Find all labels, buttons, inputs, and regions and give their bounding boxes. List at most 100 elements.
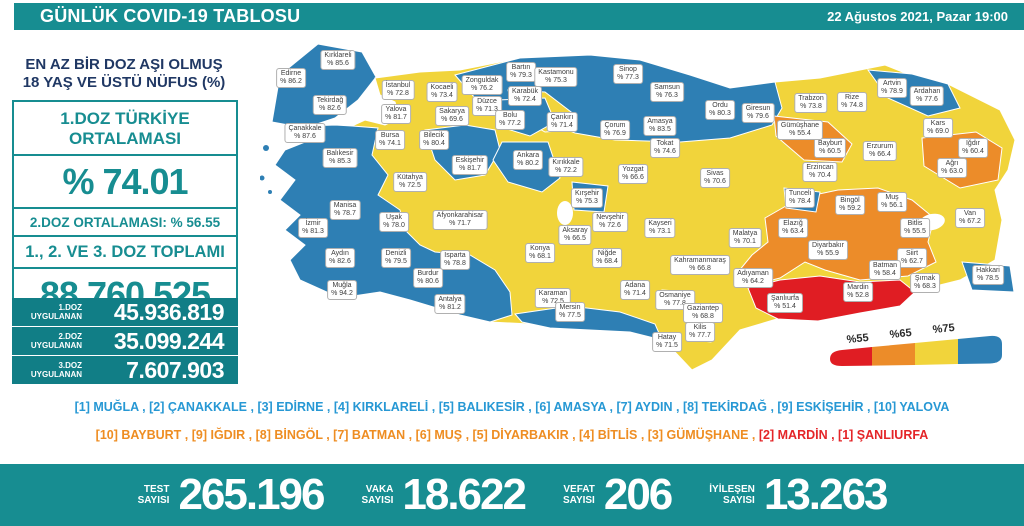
vaccination-stats-box: 1.DOZ TÜRKİYE ORTALAMASI % 74.01 2.DOZ O… <box>12 100 238 322</box>
map-island <box>263 145 269 151</box>
province-label: Erzincan% 70.4 <box>802 161 838 182</box>
legend-segment-blue <box>958 335 1002 364</box>
dose1-title-line1: 1.DOZ TÜRKİYE <box>60 109 190 128</box>
ranking-segment: [1] MUĞLA , [2] ÇANAKKALE , [3] EDİRNE ,… <box>74 400 950 414</box>
province-label: Kırşehir% 75.3 <box>570 188 604 208</box>
stat-label: TEST SAYISI <box>137 484 170 506</box>
province-label: Hatay% 71.5 <box>652 332 682 352</box>
legend-label-65: %65 <box>889 327 912 341</box>
province-label: Antalya% 81.2 <box>434 294 466 314</box>
province-label: Denizli% 79.5 <box>381 248 411 268</box>
province-label: Sakarya% 69.6 <box>435 106 469 126</box>
province-label: Bursa% 74.1 <box>375 130 405 150</box>
panel-title-line1: EN AZ BİR DOZ AŞI OLMUŞ <box>25 56 223 73</box>
stat-group: İYİLEŞEN SAYISI 13.263 <box>709 470 889 520</box>
header-bar: GÜNLÜK COVID-19 TABLOSU 22 Ağustos 2021,… <box>14 3 1024 30</box>
applied-dose-row: 3.DOZ UYGULANAN 7.607.903 <box>12 356 238 384</box>
province-label: Mersin% 77.5 <box>555 302 585 322</box>
province-label: Manisa% 78.7 <box>329 200 361 220</box>
legend-label-55: %55 <box>846 332 869 346</box>
province-label: Bilecik% 80.4 <box>419 130 449 150</box>
province-label: Kırklareli% 85.6 <box>320 50 356 70</box>
province-label: Ordu% 80.3 <box>705 99 735 120</box>
province-label: Adıyaman% 64.2 <box>733 267 773 288</box>
map-island <box>268 190 272 194</box>
ranking-segment: [10] BAYBURT , [9] IĞDIR , [8] BİNGÖL , … <box>95 428 759 442</box>
daily-stats-bar: TEST SAYISI 265.196 VAKA SAYISI 18.622 VEFAT SA… <box>0 464 1024 526</box>
applied-dose-label: 1.DOZ UYGULANAN <box>30 303 82 321</box>
province-label: Ağrı% 63.0 <box>937 158 967 178</box>
province-label: Bingöl% 59.2 <box>835 195 865 215</box>
bottom-provinces-list: [10] BAYBURT , [9] IĞDIR , [8] BİNGÖL , … <box>0 428 1024 442</box>
date-label: 22 Ağustos 2021, Pazar 19:00 <box>827 9 1008 24</box>
province-label: Düzce% 71.3 <box>472 96 502 116</box>
stat-value: 13.263 <box>763 470 889 519</box>
province-label: Trabzon% 73.8 <box>794 93 828 113</box>
stat-value: 265.196 <box>178 470 325 519</box>
province-label: Bolu% 77.2 <box>495 110 525 130</box>
province-label: Aksaray% 66.5 <box>558 225 592 245</box>
province-label: Iğdır% 60.4 <box>958 138 988 158</box>
top-provinces-list: [1] MUĞLA , [2] ÇANAKKALE , [3] EDİRNE ,… <box>0 400 1024 414</box>
province-label: Şanlıurfa% 51.4 <box>766 293 804 313</box>
province-label: Samsun% 76.3 <box>650 81 684 102</box>
total-doses-title: 1., 2. VE 3. DOZ TOPLAMI <box>14 237 236 269</box>
province-label: Isparta% 78.8 <box>440 250 470 270</box>
stat-value: 206 <box>603 470 673 519</box>
stat-group: TEST SAYISI 265.196 <box>137 470 326 520</box>
province-label: Kahramanmaraş% 66.8 <box>670 255 730 275</box>
province-labels-layer: Kırklareli% 85.6 Edirne% 86.2 Tekirdağ% 82… <box>260 30 1024 390</box>
stat-label: İYİLEŞEN SAYISI <box>709 484 755 506</box>
province-label: Van% 67.2 <box>955 208 985 228</box>
applied-dose-label: 3.DOZ UYGULANAN <box>30 361 82 379</box>
province-label: Tunceli% 78.4 <box>784 188 816 208</box>
province-label: Sinop% 77.3 <box>613 64 643 84</box>
dose1-average-value: % 74.01 <box>14 156 236 209</box>
legend-segment-orange <box>872 343 915 366</box>
applied-dose-row: 2.DOZ UYGULANAN 35.099.244 <box>12 327 238 356</box>
province-label: Niğde% 68.4 <box>592 248 622 268</box>
province-label: Adana% 71.4 <box>620 280 650 300</box>
province-label: İzmir% 81.3 <box>298 218 328 238</box>
province-label: Kastamonu% 75.3 <box>534 67 578 87</box>
province-label: Diyarbakır% 55.9 <box>808 240 848 260</box>
applied-dose-row: 1.DOZ UYGULANAN 45.936.819 <box>12 298 238 327</box>
applied-doses-block: 1.DOZ UYGULANAN 45.936.819 2.DOZ UYGULANAN 35… <box>12 298 238 384</box>
province-label: Elazığ% 63.4 <box>778 218 808 238</box>
page-title: GÜNLÜK COVID-19 TABLOSU <box>40 6 301 26</box>
province-label: Kırıkkale% 72.2 <box>548 157 584 177</box>
province-label: Kilis% 77.7 <box>685 321 715 342</box>
province-label: Edirne% 86.2 <box>276 68 306 88</box>
province-label: Kars% 69.0 <box>923 118 953 138</box>
province-label: Gaziantep% 68.8 <box>683 303 723 323</box>
province-label: Muş% 56.1 <box>877 192 907 212</box>
province-label: Bartın% 79.3 <box>506 62 536 82</box>
dose1-title-line2: ORTALAMASI <box>68 129 182 148</box>
province-label: Bayburt% 60.5 <box>813 138 847 158</box>
province-label: Konya% 68.1 <box>525 243 555 263</box>
province-label: Tokat% 74.6 <box>650 138 680 158</box>
province-label: Balıkesir% 85.3 <box>322 148 358 168</box>
province-label: Yozgat% 66.6 <box>618 164 648 184</box>
province-label: Zonguldak% 76.2 <box>461 75 503 95</box>
province-label: Uşak% 78.0 <box>379 212 409 232</box>
province-label: Eskişehir% 81.7 <box>451 155 489 175</box>
dose2-average-line: 2.DOZ ORTALAMASI: % 56.55 <box>14 209 236 237</box>
province-label: Erzurum% 66.4 <box>862 141 898 161</box>
province-label: Artvin% 78.9 <box>877 78 907 98</box>
province-label: Nevşehir% 72.6 <box>592 212 628 232</box>
province-label: Aydın% 82.6 <box>325 248 355 268</box>
province-label: Kocaeli% 73.4 <box>426 81 458 102</box>
province-label: Ardahan% 77.6 <box>909 86 945 106</box>
province-label: Kütahya% 72.5 <box>393 172 427 192</box>
dose1-title: 1.DOZ TÜRKİYE ORTALAMASI <box>14 102 236 156</box>
province-label: Şırnak% 68.3 <box>910 273 940 293</box>
province-label: Muğla% 94.2 <box>327 280 357 300</box>
province-label: Tekirdağ% 82.6 <box>312 95 348 115</box>
province-label: Batman% 58.4 <box>868 260 902 280</box>
applied-dose-value: 7.607.903 <box>126 356 224 383</box>
province-label: Rize% 74.8 <box>837 92 867 112</box>
legend-segment-yellow <box>915 339 958 365</box>
province-label: Amasya% 83.5 <box>643 116 677 136</box>
panel-title-line2: 18 YAŞ VE ÜSTÜ NÜFUS (%) <box>22 74 226 91</box>
